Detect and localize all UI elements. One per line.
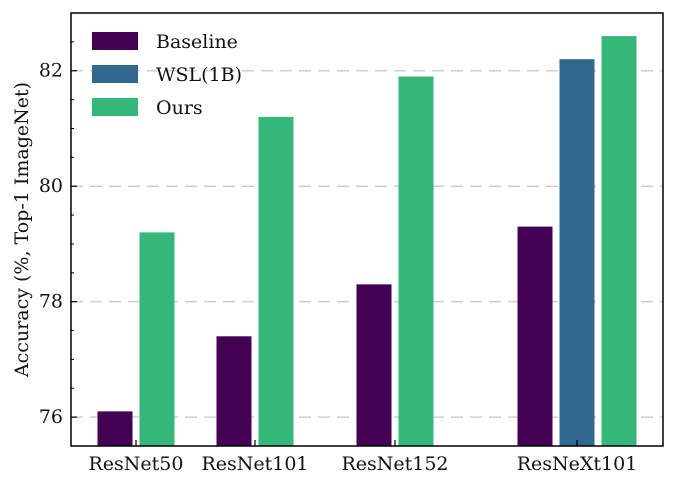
bars <box>97 36 637 447</box>
plot-frame <box>70 12 664 447</box>
y-axis-label: Accuracy (%, Top-1 ImageNet) <box>11 82 33 378</box>
y-tick-label: 80 <box>39 175 63 197</box>
y-axis-ticks: 76 78 80 82 <box>39 12 77 447</box>
legend-swatch <box>92 32 138 50</box>
x-tick-label: ResNet50 <box>89 453 184 475</box>
bar-wsl-1b-resnext101 <box>559 59 595 446</box>
bar-ours-resnet152 <box>398 76 434 447</box>
bar-baseline-resnet152 <box>356 284 392 446</box>
y-tick-label: 76 <box>39 406 63 428</box>
x-tick-label: ResNet101 <box>201 453 308 475</box>
y-tick-label: 82 <box>39 60 63 82</box>
x-tick-label: ResNet152 <box>341 453 448 475</box>
bar-baseline-resnet101 <box>216 336 252 446</box>
bar-baseline-resnext101 <box>517 226 553 446</box>
bar-ours-resnet50 <box>139 232 175 446</box>
bar-ours-resnet101 <box>258 116 294 447</box>
legend-label: Ours <box>156 97 203 119</box>
bar-ours-resnext101 <box>601 36 637 447</box>
legend-swatch <box>92 65 138 83</box>
legend-label: Baseline <box>156 31 238 53</box>
x-tick-label: ResNeXt101 <box>517 453 638 475</box>
x-axis-ticks: ResNet50 ResNet101 ResNet152 ResNeXt101 <box>89 440 638 475</box>
legend: Baseline WSL(1B) Ours <box>92 31 242 119</box>
legend-swatch <box>92 98 138 116</box>
legend-label: WSL(1B) <box>156 64 242 86</box>
bar-baseline-resnet50 <box>97 411 133 446</box>
y-tick-label: 78 <box>39 291 63 313</box>
